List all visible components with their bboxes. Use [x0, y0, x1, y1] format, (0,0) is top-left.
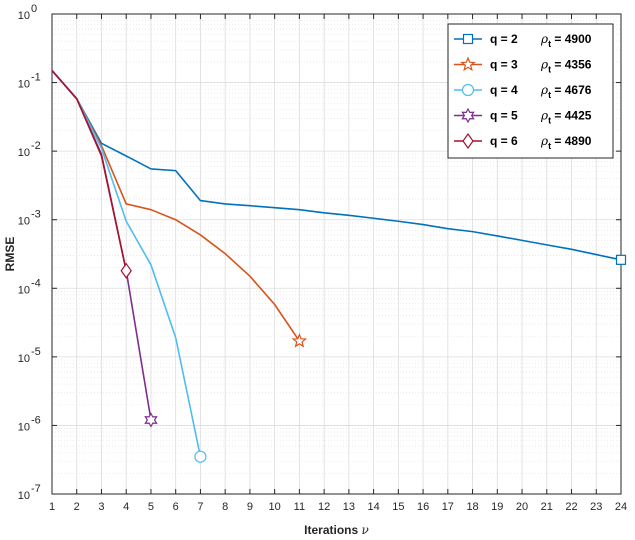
data-point-marker: [291, 332, 308, 348]
series-line: [51, 69, 622, 261]
legend-label-q: q = 4: [490, 83, 518, 97]
x-tick-label: 1: [49, 501, 55, 513]
data-point-marker: [194, 450, 207, 463]
legend-label-q: q = 2: [490, 32, 518, 46]
legend-entry: q = 6 ρt = 4890: [454, 132, 592, 151]
x-tick-label: 9: [247, 501, 253, 513]
y-tick-exponent: -6: [31, 414, 41, 426]
y-tick-exponent: -3: [31, 209, 41, 221]
axis-ticks: 1 2 3 4 5 6 7 8 9 10 11 12 13 14 15 16 17 18 19 20 21 22 23 241…: [18, 3, 627, 513]
x-tick-label: 5: [148, 501, 154, 513]
x-tick-label: 16: [417, 501, 429, 513]
y-tick-label: 10: [18, 216, 30, 228]
legend-entry: q = 4 ρt = 4676: [454, 83, 592, 100]
legend-label-q: q = 6: [490, 134, 518, 148]
y-tick-exponent: -2: [31, 140, 41, 152]
x-axis-label: Iterations ν: [304, 523, 369, 537]
series-1: [51, 69, 627, 265]
x-tick-label: 13: [343, 501, 355, 513]
y-tick-exponent: 0: [31, 3, 37, 15]
plot-frame: [51, 13, 622, 495]
legend-marker: [460, 56, 476, 72]
x-tick-label: 10: [269, 501, 281, 513]
legend-label-rho: ρt = 4890: [540, 134, 592, 151]
legend-marker: [462, 33, 474, 45]
legend-marker: [462, 132, 474, 150]
x-tick-label: 23: [590, 501, 602, 513]
y-axis-label: RMSE: [3, 237, 17, 272]
series-5: [51, 69, 132, 279]
legend-marker: [461, 83, 475, 97]
x-tick-label: 19: [491, 501, 503, 513]
x-tick-label: 4: [123, 501, 129, 513]
x-tick-label: 21: [541, 501, 553, 513]
y-tick-label: 10: [18, 284, 30, 296]
x-tick-label: 2: [74, 501, 80, 513]
x-tick-label: 12: [318, 501, 330, 513]
y-tick-label: 10: [18, 10, 30, 22]
legend-label-q: q = 3: [490, 58, 518, 72]
x-tick-label: 18: [466, 501, 478, 513]
data-point-marker: [144, 412, 158, 428]
series-layer: [51, 69, 627, 463]
legend-label-rho: ρt = 4676: [540, 83, 592, 100]
legend-entry: q = 3 ρt = 4356: [454, 56, 592, 75]
x-tick-label: 20: [516, 501, 528, 513]
y-tick-label: 10: [18, 147, 30, 159]
data-point-marker: [120, 262, 132, 279]
x-tick-label: 22: [565, 501, 577, 513]
x-tick-label: 6: [173, 501, 179, 513]
series-line: [51, 69, 128, 271]
legend-label-rho: ρt = 4900: [540, 32, 592, 49]
legend-marker: [461, 107, 475, 124]
legend-box: [447, 23, 614, 159]
x-tick-label: 8: [222, 501, 228, 513]
legend-label-q: q = 5: [490, 109, 518, 123]
x-tick-label: 14: [367, 501, 379, 513]
y-tick-exponent: -1: [31, 72, 41, 84]
y-tick-label: 10: [18, 421, 30, 433]
legend-label-rho: ρt = 4425: [540, 109, 592, 126]
x-tick-label: 17: [442, 501, 454, 513]
y-tick-label: 10: [18, 353, 30, 365]
y-tick-label: 10: [18, 490, 30, 502]
y-tick-exponent: -4: [31, 277, 41, 289]
x-tick-label: 3: [98, 501, 104, 513]
x-tick-label: 11: [294, 501, 305, 513]
x-tick-label: 7: [197, 501, 203, 513]
y-tick-exponent: -7: [31, 483, 41, 495]
x-tick-label: 24: [615, 501, 627, 513]
legend-label-rho: ρt = 4356: [540, 58, 592, 75]
legend-entry: q = 2 ρt = 4900: [454, 32, 592, 49]
data-point-marker: [615, 254, 627, 265]
y-tick-label: 10: [18, 79, 30, 91]
legend-entry: q = 5 ρt = 4425: [454, 107, 592, 126]
x-tick-label: 15: [392, 501, 404, 513]
legend: q = 2 ρt = 4900 q = 3 ρt = 4356 q = 4 ρt = 46…: [447, 23, 614, 159]
y-tick-exponent: -5: [31, 346, 41, 358]
